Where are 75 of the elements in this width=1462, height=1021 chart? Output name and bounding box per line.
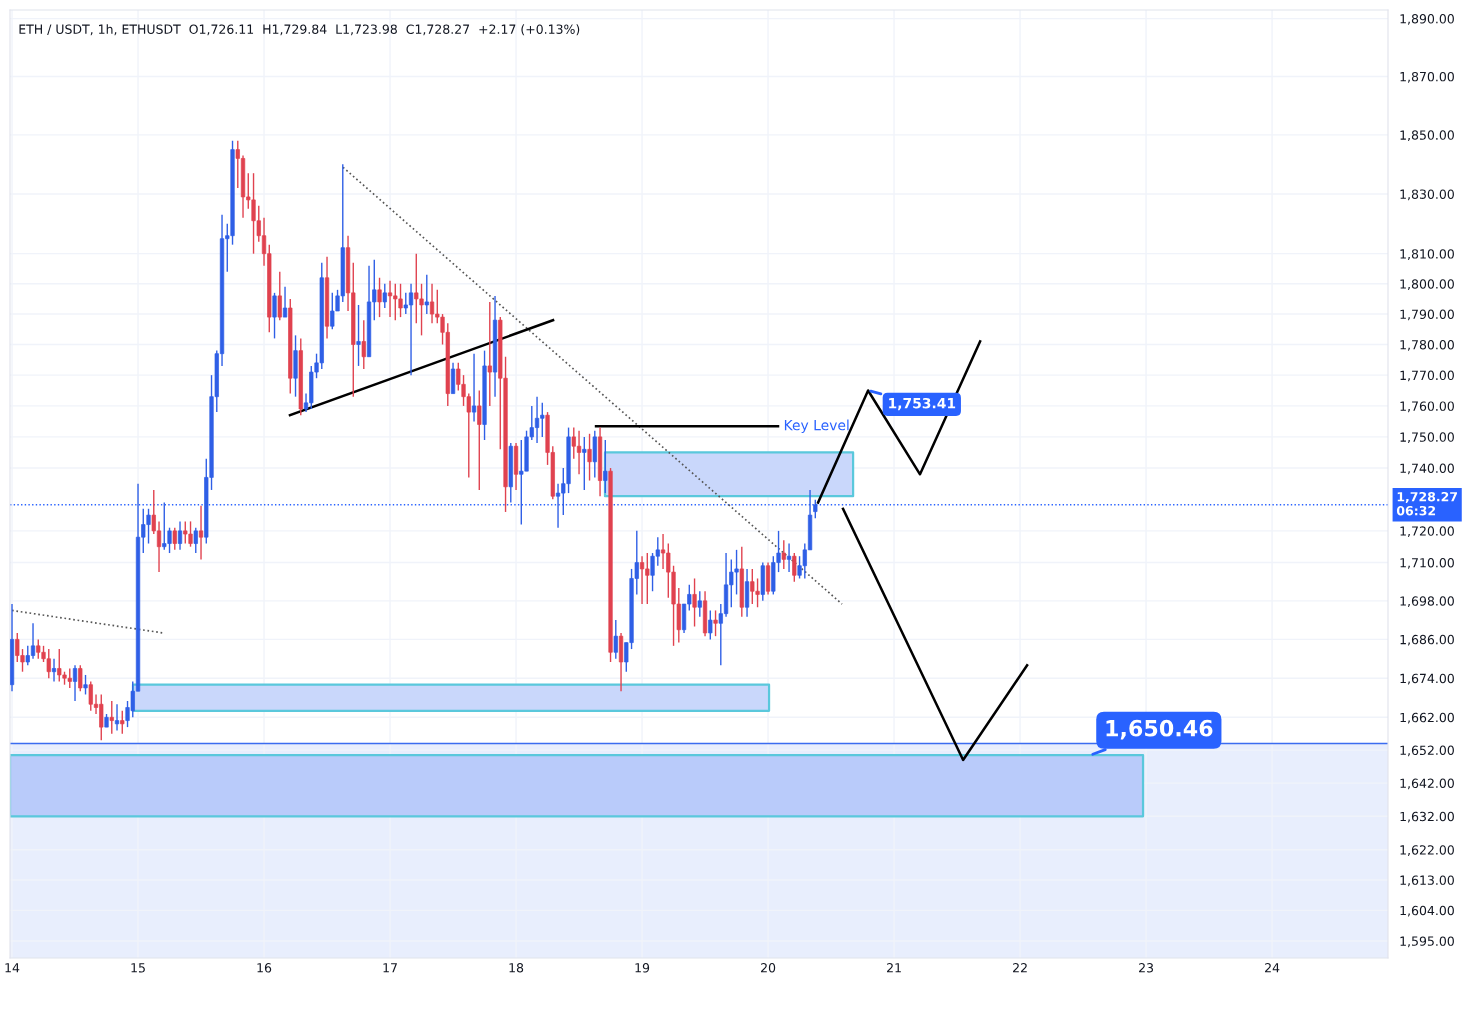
candlestick [792, 552, 797, 583]
annotation: Key Level [784, 419, 849, 434]
candlestick [172, 527, 177, 551]
candlestick [692, 577, 697, 628]
candlestick [114, 703, 120, 732]
candlestick [83, 674, 88, 696]
candlestick [72, 664, 78, 702]
y-tick-label: 1,810.00 [1400, 249, 1454, 260]
text: ETH / USDT, 1h, ETHUSDT O1,726.11 H1,729.84 L1,723.98 C1,728.27 +2.17 (+0.13%) [19, 24, 580, 36]
candlestick [382, 283, 387, 309]
y-tick-label: 1,720.00 [1400, 526, 1454, 538]
candlestick [377, 277, 382, 318]
y-tick-label: 1,830.00 [1400, 189, 1454, 201]
candlestick [272, 292, 277, 340]
x-tick-label: 15 [131, 963, 145, 973]
candlestick [587, 433, 592, 482]
x-tick-label: 21 [887, 963, 901, 973]
candlestick [120, 710, 125, 735]
y-tick-label: 1,710.00 [1400, 558, 1454, 569]
candlestick [813, 499, 818, 520]
y-tick-label: 1,800.00 [1400, 279, 1454, 290]
candlestick [471, 352, 477, 423]
y-tick-label: 1,890.00 [1400, 14, 1454, 25]
x-tick-label: 16 [257, 963, 272, 973]
candlestick [198, 504, 204, 561]
candlestick [708, 609, 713, 641]
x-tick-label: 17 [383, 963, 397, 973]
candlestick [361, 319, 366, 370]
y-tick-label: 1,740.00 [1400, 463, 1454, 475]
candlestick [282, 286, 288, 318]
candlestick [277, 271, 282, 321]
candlestick [109, 700, 114, 735]
y-tick-label: 1,770.00 [1400, 370, 1454, 382]
y-tick-label: 1,622.00 [1400, 845, 1454, 856]
candlestick [51, 658, 57, 683]
y-tick-label: 1,662.00 [1400, 712, 1454, 724]
y-tick-label: 1,850.00 [1400, 130, 1454, 142]
x-tick-label: 24 [1265, 963, 1280, 973]
candlestick [786, 542, 792, 573]
y-tick-label: 1,780.00 [1400, 339, 1454, 351]
y-tick-label: 1,750.00 [1400, 432, 1454, 444]
y-tick-label: 1,632.00 [1400, 811, 1454, 823]
candlestick [78, 664, 83, 692]
candlestick [713, 609, 718, 637]
x-tick-label: 22 [1013, 963, 1027, 973]
y-tick-label: 1,686.00 [1400, 634, 1454, 646]
x-tick-label: 19 [635, 963, 650, 973]
y-tick-label: 1,604.00 [1400, 905, 1454, 917]
y-tick-label: 1,642.00 [1400, 778, 1454, 790]
candlestick [177, 520, 183, 551]
candlestick [697, 590, 702, 618]
candlestick [487, 301, 492, 407]
annotation: 1,753.41 [889, 397, 956, 411]
x-tick-label: 18 [509, 963, 524, 973]
y-tick-label: 1,870.00 [1400, 71, 1454, 83]
y-tick-label: 1,613.00 [1400, 875, 1454, 887]
candlestick [781, 539, 786, 570]
candlestick [582, 436, 587, 491]
y-tick-label: 1,760.00 [1400, 401, 1454, 413]
candlestick [613, 619, 618, 660]
y-tick-label: 1,790.00 [1400, 309, 1454, 321]
y-tick-label: 1,674.00 [1400, 673, 1454, 685]
candlestick [193, 527, 198, 554]
annotation: 1,650.46 [1106, 719, 1213, 740]
candlestick [424, 274, 429, 315]
candlestick [356, 304, 361, 367]
y-tick-label: 1,595.00 [1400, 936, 1454, 948]
ref-line-label: 1,728.27 06:32 [1396, 491, 1458, 516]
candlestick [477, 389, 482, 491]
x-tick-label: 23 [1139, 963, 1154, 973]
candlestick [603, 439, 608, 494]
y-tick-label: 1,698.00 [1400, 596, 1454, 608]
x-tick-label: 20 [761, 963, 776, 973]
y-tick-label: 1,652.00 [1400, 745, 1454, 757]
x-tick-label: 14 [5, 963, 20, 973]
